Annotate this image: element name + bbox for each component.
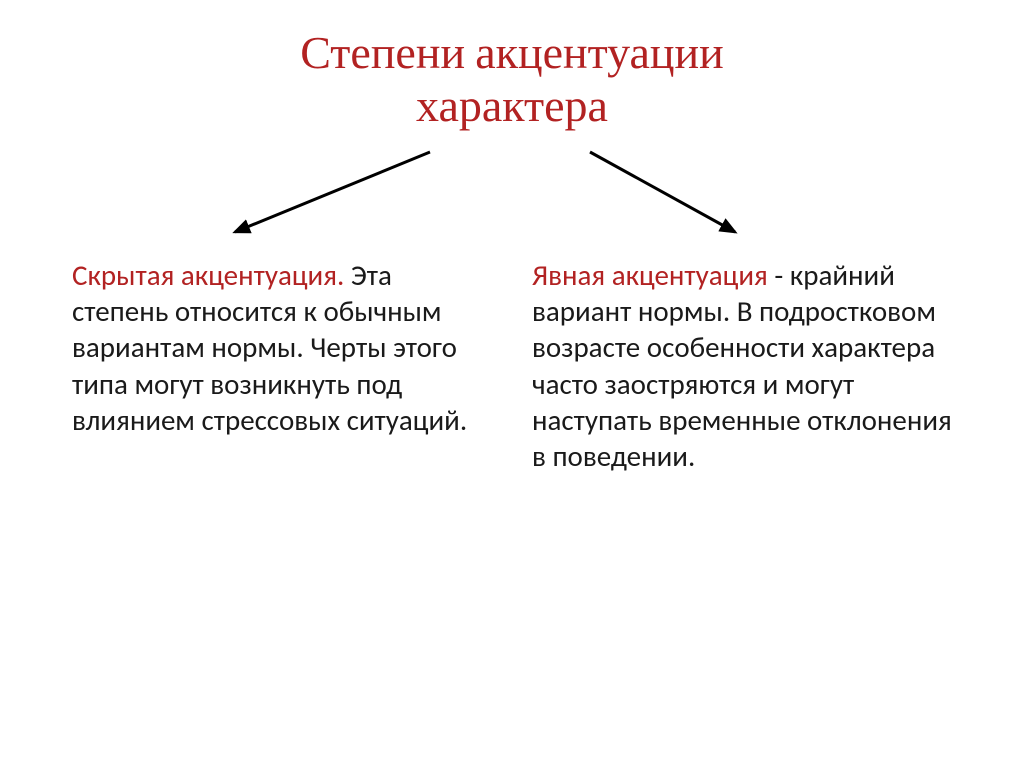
content-container: Скрытая акцентуация. Эта степень относит… xyxy=(0,257,1024,475)
column-left: Скрытая акцентуация. Эта степень относит… xyxy=(72,257,492,475)
arrow-right xyxy=(590,152,735,232)
term-left: Скрытая акцентуация. xyxy=(72,257,344,293)
column-right: Явная акцентуация - крайний вариант норм… xyxy=(532,257,952,475)
title-line-1: Степени акцентуации xyxy=(0,28,1024,81)
diagram-title: Степени акцентуации характера xyxy=(0,0,1024,134)
title-line-2: характера xyxy=(0,81,1024,134)
term-right: Явная акцентуация xyxy=(532,257,768,293)
arrows-svg xyxy=(0,144,1024,244)
arrow-left xyxy=(235,152,430,232)
